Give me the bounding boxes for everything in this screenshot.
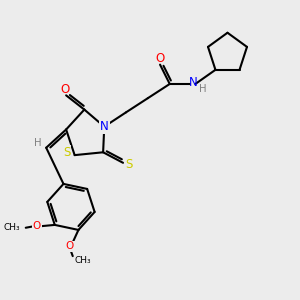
Text: H: H <box>34 139 41 148</box>
Text: S: S <box>63 146 70 159</box>
Text: O: O <box>155 52 165 65</box>
Text: N: N <box>100 120 109 133</box>
Text: N: N <box>189 76 197 89</box>
Text: CH₃: CH₃ <box>74 256 91 265</box>
Text: S: S <box>126 158 133 171</box>
Text: O: O <box>60 83 69 96</box>
Text: O: O <box>33 221 41 231</box>
Text: O: O <box>66 242 74 251</box>
Text: H: H <box>199 84 206 94</box>
Text: CH₃: CH₃ <box>3 223 20 232</box>
